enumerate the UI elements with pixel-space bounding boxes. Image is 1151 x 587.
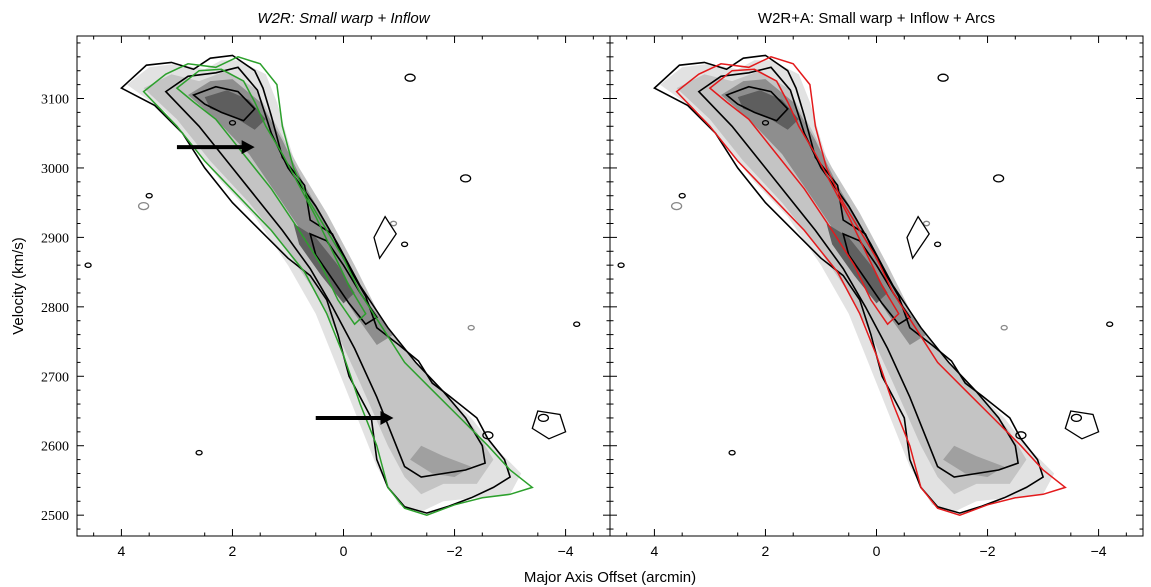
noise-speck <box>374 217 396 259</box>
noise-speck <box>139 203 149 210</box>
y-tick-label: 3100 <box>41 93 69 108</box>
noise-speck <box>1107 322 1113 326</box>
y-axis-label: Velocity (km/s) <box>10 237 27 335</box>
noise-speck <box>1071 414 1081 421</box>
noise-speck <box>405 74 415 81</box>
x-tick-label: −4 <box>1091 543 1107 559</box>
x-tick-label: −4 <box>558 543 574 559</box>
x-tick-label: 0 <box>873 543 881 559</box>
right-panel-title: W2R+A: Small warp + Inflow + Arcs <box>758 10 995 27</box>
noise-speck <box>938 74 948 81</box>
noise-speck <box>85 263 91 267</box>
right-intensity-map <box>660 60 1054 511</box>
left-intensity-map <box>127 60 521 511</box>
x-tick-label: 0 <box>340 543 348 559</box>
y-tick-label: 3000 <box>41 162 69 177</box>
noise-speck <box>935 242 941 246</box>
noise-speck <box>402 242 408 246</box>
emission-core <box>721 79 927 345</box>
noise-speck <box>146 194 152 198</box>
noise-speck <box>1065 411 1098 439</box>
x-tick-label: 2 <box>762 543 770 559</box>
x-tick-label: 2 <box>229 543 237 559</box>
y-tick-label: 2900 <box>41 231 69 246</box>
noise-speck <box>574 322 580 326</box>
noise-speck <box>994 175 1004 182</box>
y-tick-label: 2800 <box>41 301 69 316</box>
left-panel-title: W2R: Small warp + Inflow <box>257 10 430 27</box>
y-tick-label: 2600 <box>41 440 69 455</box>
noise-speck <box>196 451 202 455</box>
noise-speck <box>1001 326 1007 330</box>
noise-speck <box>679 194 685 198</box>
noise-speck <box>924 221 930 225</box>
noise-speck <box>391 221 397 225</box>
noise-speck <box>618 263 624 267</box>
right-panel: 4 2 0 −2 −4 W2R+A: Small warp + Inflow + Arc… <box>610 10 1143 559</box>
noise-speck <box>538 414 548 421</box>
x-tick-label: −2 <box>447 543 463 559</box>
x-tick-label: 4 <box>118 543 126 559</box>
noise-speck <box>461 175 471 182</box>
left-plot-area <box>85 55 580 515</box>
y-tick-label: 2500 <box>41 509 69 524</box>
emission-core <box>188 79 394 345</box>
noise-speck <box>729 451 735 455</box>
x-tick-label: −2 <box>980 543 996 559</box>
x-tick-label: 4 <box>651 543 659 559</box>
noise-speck <box>672 203 682 210</box>
noise-speck <box>468 326 474 330</box>
noise-speck <box>532 411 565 439</box>
noise-speck <box>907 217 929 259</box>
right-plot-area <box>618 55 1113 515</box>
x-axis-label: Major Axis Offset (arcmin) <box>524 569 696 586</box>
y-tick-label: 2700 <box>41 370 69 385</box>
left-panel: 4 2 0 −2 −4 2500 2600 2700 2800 2900 3000 3100 W2R… <box>41 10 610 559</box>
